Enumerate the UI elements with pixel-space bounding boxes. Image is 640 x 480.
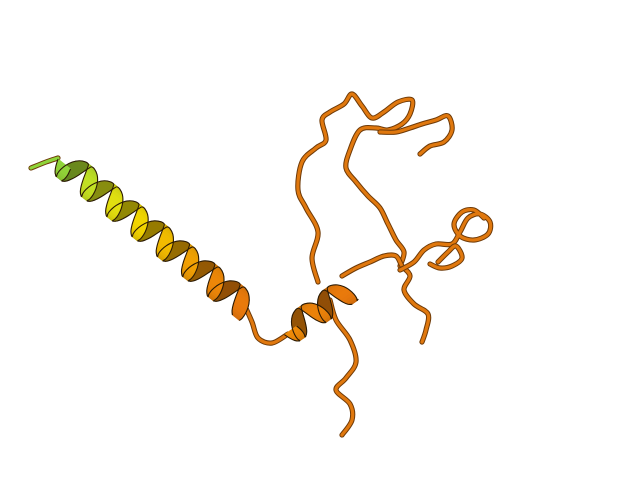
top-right-hook — [377, 113, 455, 157]
c-terminal-tail — [327, 297, 359, 438]
top-right-hook-tube — [378, 114, 454, 156]
upper-loop — [295, 91, 416, 285]
n-terminal-tail — [28, 155, 61, 171]
right-small-loop-tube — [428, 244, 464, 270]
right-curl — [397, 206, 494, 273]
top-right-hook-outline — [377, 113, 455, 157]
long-helix-yellow-green — [54, 158, 250, 321]
helix-2-edge-bottom — [296, 284, 359, 338]
right-curl-tube — [398, 207, 493, 272]
helix-1-edge-bottom — [61, 166, 250, 321]
helix-1 — [54, 158, 250, 321]
loop-helix1-helix2-tube — [242, 302, 290, 345]
c-terminal-tail-tube — [328, 298, 358, 437]
upper-loop-tube — [296, 92, 415, 284]
short-helix-orange — [283, 284, 359, 342]
helix-2-edge-top — [283, 289, 353, 342]
helix-1-edge-top — [54, 158, 241, 316]
loop-helix1-helix2 — [241, 301, 291, 346]
loop-coils — [28, 91, 494, 438]
right-small-loop — [427, 243, 465, 271]
lower-right-loop-tube — [340, 253, 431, 344]
helix-2 — [283, 284, 359, 342]
lower-right-loop — [339, 252, 432, 345]
n-terminal-tail-tube — [29, 156, 60, 170]
